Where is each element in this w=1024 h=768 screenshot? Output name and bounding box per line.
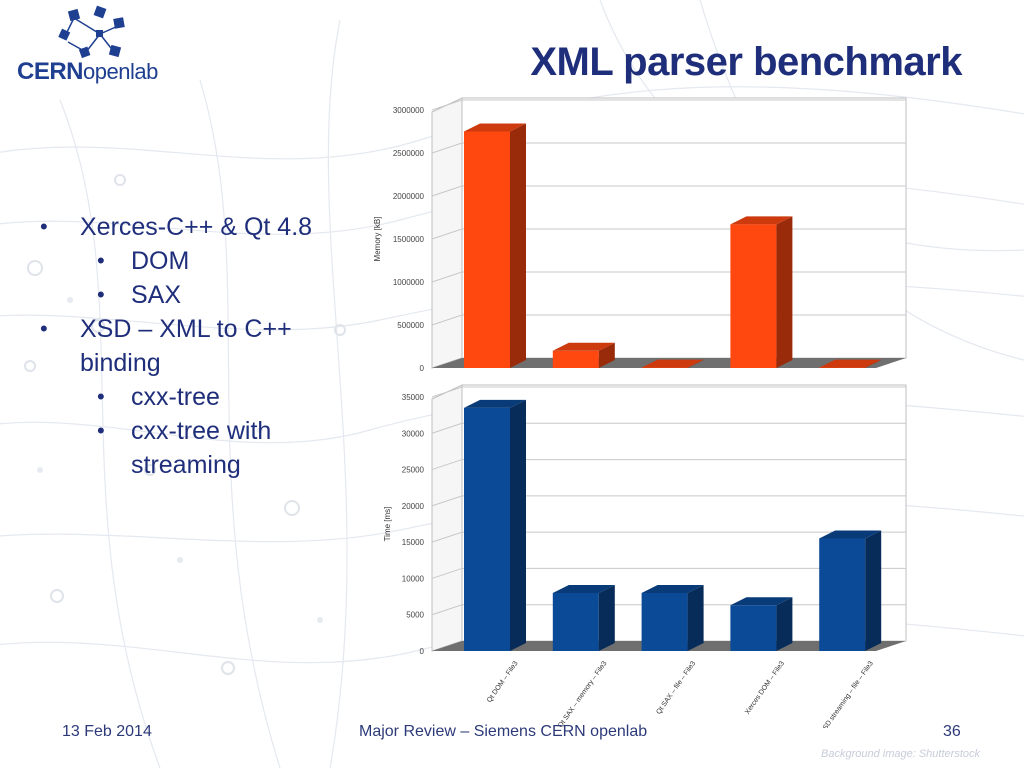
memory-bar-front xyxy=(730,224,777,368)
memory-bar xyxy=(641,359,704,368)
footer-date: 13 Feb 2014 xyxy=(62,723,152,740)
memory-tick-label: 3000000 xyxy=(393,106,425,115)
memory-gridline-side xyxy=(431,228,463,240)
time-tick-label: 15000 xyxy=(402,538,425,547)
background-credit: Background image: Shutterstock xyxy=(821,748,980,760)
memory-bar xyxy=(730,216,793,368)
memory-tick-label: 1000000 xyxy=(393,278,425,287)
time-bar-front xyxy=(464,407,510,651)
time-gridline-side xyxy=(431,567,463,579)
time-tick-label: 30000 xyxy=(402,429,425,438)
memory-bar-side xyxy=(776,216,793,368)
memory-bar-side xyxy=(865,359,882,368)
memory-bar xyxy=(464,123,526,368)
memory-bar-top xyxy=(819,359,882,368)
bullet-item: DOM xyxy=(40,244,370,278)
time-bar-top xyxy=(641,584,704,593)
footer-page-number: 36 xyxy=(943,723,961,740)
memory-chart: 0 500000 1000000 1500000 2000000 2500000 30000… xyxy=(373,97,907,373)
memory-bar-front xyxy=(464,131,510,368)
time-gridline-side xyxy=(431,604,463,616)
memory-bar xyxy=(819,359,882,368)
time-bar-side xyxy=(510,399,526,651)
time-bar-top xyxy=(730,597,793,606)
memory-gridline-side xyxy=(431,314,463,326)
memory-plot-area xyxy=(461,97,907,359)
memory-bar-top xyxy=(730,216,793,225)
time-y-axis-label: Time [ms] xyxy=(383,507,392,542)
memory-bar-side xyxy=(687,359,704,368)
bullet-item: cxx-tree with xyxy=(40,414,370,448)
benchmark-charts: 0 500000 1000000 1500000 2000000 2500000 30000… xyxy=(373,97,907,728)
bullet-item: Xerces-C++ & Qt 4.8 xyxy=(40,210,370,244)
time-tick-label: 35000 xyxy=(402,393,425,402)
memory-side-wall xyxy=(431,97,463,369)
memory-tick-label: 500000 xyxy=(397,321,424,330)
time-gridline-side xyxy=(431,459,463,471)
memory-bar-top xyxy=(552,342,615,351)
bullet-item: streaming xyxy=(131,451,241,479)
memory-tick-label: 0 xyxy=(420,364,425,373)
bullet-item: SAX xyxy=(40,278,370,312)
time-tick-label: 5000 xyxy=(406,611,424,620)
memory-bar xyxy=(552,342,615,368)
memory-gridline-side xyxy=(431,185,463,197)
time-chart: 0 5000 10000 15000 20000 25000 30000 35000 Time … xyxy=(383,384,907,728)
memory-bar-front xyxy=(552,350,599,368)
category-label: Qt SAX – file – File3 xyxy=(655,660,697,716)
logo-text: CERNopenlab xyxy=(17,58,158,86)
time-tick-label: 10000 xyxy=(402,574,425,583)
category-label: Qt SAX – memory – File3 xyxy=(557,660,608,728)
time-bar-top xyxy=(464,399,526,408)
time-bar-side xyxy=(865,530,882,651)
time-tick-label: 25000 xyxy=(402,466,425,475)
category-label: Xerces DOM – File3 xyxy=(744,660,786,716)
memory-gridline-side xyxy=(431,271,463,283)
memory-tick-label: 2500000 xyxy=(393,149,425,158)
category-label: XSD streaming – file – File3 xyxy=(819,660,875,728)
time-gridline-side xyxy=(431,386,463,398)
time-tick-label: 20000 xyxy=(402,502,425,511)
time-bar-side xyxy=(687,584,704,651)
time-bar-top xyxy=(819,530,882,539)
memory-gridline-side xyxy=(431,142,463,154)
bullet-item: XSD – XML to C++ xyxy=(40,312,370,346)
time-bar-front xyxy=(819,538,866,651)
time-gridline-side xyxy=(431,422,463,434)
time-bar-side xyxy=(776,597,793,651)
memory-gridline-side xyxy=(431,99,463,111)
memory-bar-top xyxy=(464,123,526,132)
slide-title: XML parser benchmark xyxy=(530,40,962,84)
time-tick-label: 0 xyxy=(420,647,425,656)
logo-cern: CERN xyxy=(17,58,84,85)
time-bar xyxy=(464,399,526,651)
time-bar xyxy=(730,597,793,651)
logo-openlab: openlab xyxy=(83,59,158,84)
bullet-item: cxx-tree xyxy=(40,380,370,414)
memory-bar-side xyxy=(598,342,615,368)
memory-tick-label: 2000000 xyxy=(393,192,425,201)
time-bar-front xyxy=(552,592,599,651)
time-bar xyxy=(552,584,615,651)
time-bar-front xyxy=(641,592,688,651)
time-bar-side xyxy=(598,584,615,651)
time-bar xyxy=(819,530,882,651)
memory-bar-side xyxy=(510,123,526,368)
time-bar-top xyxy=(552,584,615,593)
category-label: Qt DOM – File3 xyxy=(486,660,520,704)
cern-openlab-logo: CERNopenlab xyxy=(14,4,174,96)
time-gridline-side xyxy=(431,531,463,543)
cern-logo-mark-icon xyxy=(58,5,125,59)
memory-bar-top xyxy=(641,359,704,368)
memory-y-axis-label: Memory [kB] xyxy=(373,217,382,262)
bullet-item: binding xyxy=(80,349,161,377)
memory-tick-label: 1500000 xyxy=(393,235,425,244)
footer-center-text: Major Review – Siemens CERN openlab xyxy=(359,723,648,740)
time-gridline-side xyxy=(431,495,463,507)
time-bar-front xyxy=(730,605,777,651)
bullet-list: Xerces-C++ & Qt 4.8DOMSAXXSD – XML to C+… xyxy=(40,210,370,482)
time-bar xyxy=(641,584,704,651)
